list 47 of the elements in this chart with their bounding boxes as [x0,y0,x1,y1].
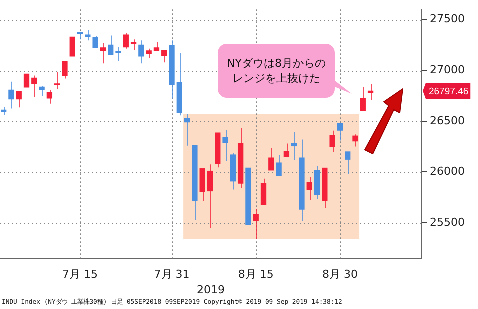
candlestick [162,50,168,64]
y-tick-label: 27000 [430,63,466,76]
x-tick-label: 7月 15 [62,268,98,282]
candlestick [284,143,290,158]
candlestick [268,148,274,171]
candlestick [184,114,190,146]
candlestick [16,91,22,108]
x-tick-label: 8月 30 [322,268,358,282]
candlestick [207,164,214,230]
candlestick [46,90,53,104]
candlestick [260,178,267,206]
candlestick [70,36,76,57]
candlestick [100,42,106,64]
candlestick [200,168,206,202]
x-tick-label: 8月 15 [238,268,274,282]
candlestick [330,130,336,153]
candlestick [24,74,30,88]
candlestick [306,176,312,201]
x-axis-title: 2019 [197,283,226,296]
x-tick-label: 7月 31 [154,268,190,282]
annotation: NYダウは8月からのレンジを上抜けた [218,44,335,98]
candlestick [8,81,14,110]
y-tick-label: 27500 [430,12,466,26]
candlestick [85,30,91,42]
text: 26797.46 [429,86,469,98]
candlestick [222,130,228,162]
candlestick [292,132,298,162]
candlestick [62,61,68,80]
candlestick [276,154,282,176]
candlestick [138,40,144,64]
candlestick [32,75,38,98]
y-tick-label: 26500 [430,114,466,128]
candlestick [116,46,122,62]
candlestick [39,86,45,97]
candlestick [92,36,98,49]
y-tick-label: 26000 [430,165,466,178]
candlestick [337,123,344,142]
candlestick [345,151,351,175]
candlestick [130,39,137,51]
candlestick [108,35,114,56]
candlestick [123,32,129,50]
y-tick-label: 25500 [430,216,466,229]
candlestick [54,72,60,90]
candlestick [253,209,259,240]
candlestick [146,48,152,58]
candlestick [360,86,366,112]
candlestick [352,134,358,148]
